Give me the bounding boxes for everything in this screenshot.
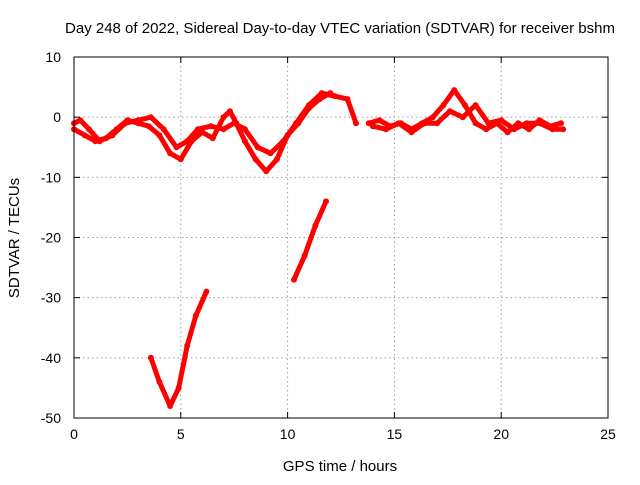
data-point (472, 120, 479, 127)
x-tick-label: 15 (387, 426, 403, 442)
data-point (254, 144, 261, 151)
data-point (192, 312, 199, 319)
data-point (429, 114, 436, 121)
data-point (184, 342, 191, 349)
data-point (263, 168, 270, 175)
data-point (382, 126, 389, 133)
data-point (173, 144, 180, 151)
data-point (273, 156, 280, 163)
data-point (147, 114, 154, 121)
chart-title: Day 248 of 2022, Sidereal Day-to-day VTE… (65, 20, 615, 37)
data-point (194, 126, 201, 133)
data-point (122, 120, 129, 127)
data-point (241, 126, 248, 133)
data-point (459, 114, 466, 121)
data-point (558, 120, 564, 127)
y-tick-label: -10 (41, 169, 61, 185)
data-point (167, 403, 174, 409)
data-point (511, 126, 517, 133)
y-tick-label: -30 (41, 290, 61, 306)
y-tick-label: -50 (41, 410, 61, 426)
y-tick-label: -40 (41, 350, 61, 366)
data-point (370, 123, 376, 130)
series-line-track-4 (370, 102, 566, 135)
y-axis-label: SDTVAR / TECUs (6, 178, 23, 298)
data-point (145, 123, 152, 130)
data-point (312, 222, 319, 229)
data-point (184, 138, 191, 145)
data-point (485, 120, 492, 127)
data-point (241, 138, 248, 145)
series-line-track-2 (71, 90, 359, 156)
data-point (536, 120, 543, 127)
data-point (209, 135, 216, 142)
data-point (323, 198, 329, 205)
data-point (434, 120, 441, 127)
data-point (523, 120, 530, 127)
data-point (301, 252, 308, 259)
data-point (483, 126, 490, 133)
data-point (267, 150, 274, 157)
data-point (81, 132, 88, 139)
data-point (220, 114, 227, 121)
data-point (560, 126, 567, 133)
data-point (549, 126, 556, 133)
data-point (446, 108, 453, 115)
data-point (226, 108, 233, 115)
y-tick-label: -20 (41, 230, 61, 246)
data-point (365, 120, 372, 127)
data-point (96, 138, 103, 145)
data-point (280, 138, 287, 145)
data-point (231, 120, 238, 127)
data-point (395, 120, 402, 127)
grid-lines (74, 57, 608, 418)
data-point (147, 354, 154, 361)
data-point (472, 102, 479, 109)
data-point (291, 276, 297, 283)
x-tick-label: 10 (280, 426, 296, 442)
data-point (306, 102, 312, 109)
data-point (77, 117, 84, 124)
data-point (421, 120, 428, 127)
x-tick-label: 20 (493, 426, 509, 442)
x-tick-label: 0 (70, 426, 78, 442)
series-line-track-6 (291, 198, 329, 283)
data-point (203, 288, 210, 295)
data-point (504, 129, 511, 136)
data-point (86, 126, 92, 133)
data-point (408, 129, 415, 136)
data-point (252, 156, 259, 163)
data-point (498, 117, 505, 124)
data-series (71, 87, 567, 409)
x-axis-label: GPS time / hours (283, 458, 397, 475)
y-tick-label: 10 (45, 49, 61, 65)
y-tick-label: 0 (53, 109, 61, 125)
data-point (318, 90, 325, 97)
data-point (175, 384, 182, 391)
data-point (331, 93, 338, 100)
x-tick-label: 25 (600, 426, 616, 442)
data-point (156, 132, 163, 139)
data-point (344, 96, 351, 103)
data-point (440, 102, 447, 109)
data-point (451, 87, 458, 94)
data-point (177, 156, 184, 163)
data-point (109, 132, 116, 139)
data-point (220, 126, 227, 133)
data-point (293, 120, 300, 127)
data-point (156, 378, 163, 385)
axis-ticks: 0 5 10 15 20 25 10 0 -10 -20 -30 -40 -50 (41, 49, 616, 442)
data-point (135, 117, 142, 124)
data-point (353, 120, 359, 127)
data-point (461, 102, 468, 109)
data-point (376, 117, 383, 124)
x-tick-label: 5 (177, 426, 185, 442)
data-point (526, 126, 532, 133)
data-point (207, 123, 214, 130)
data-point (160, 126, 167, 133)
data-point (167, 150, 174, 157)
